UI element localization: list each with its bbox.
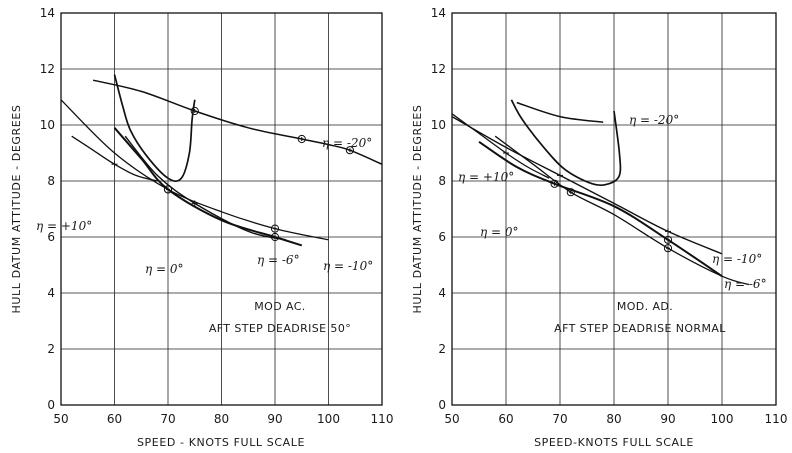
data-point-2-2-right (550, 179, 559, 188)
note-mod-ac: MOD AC. (254, 300, 305, 313)
data-point-4-2-right (566, 188, 575, 197)
data-point-3-2-left (191, 200, 198, 207)
x-tick-90-left: 90 (267, 412, 282, 426)
x-tick-70-right: 70 (552, 412, 567, 426)
y-tick-6-left: 6 (47, 230, 55, 244)
series-line-4-left (60, 99, 329, 241)
y-tick-14-right: 14 (431, 6, 446, 20)
y-ticks-left: 0 2 4 6 8 10 12 14 (40, 6, 55, 412)
y-tick-0-left: 0 (47, 398, 55, 412)
y-tick-2-left: 2 (47, 342, 55, 356)
y-tick-8-right: 8 (438, 174, 446, 188)
data-point-4-2-left (163, 185, 173, 194)
x-tick-100-left: 100 (317, 412, 340, 426)
x-ticks-left: 50 60 70 80 90 100 110 (53, 412, 393, 426)
note-mod-ad: MOD. AD. (617, 300, 673, 313)
label-eta-p10-left: η = +10° (36, 219, 92, 233)
label-eta-0-left: η = 0° (145, 262, 184, 276)
label-eta-m6-left: η = -6° (257, 253, 300, 267)
data-point-4-4-right (663, 244, 673, 253)
label-eta-p10-right: η = +10° (458, 170, 514, 184)
x-tick-90-right: 90 (660, 412, 675, 426)
x-tick-60-left: 60 (107, 412, 122, 426)
data-point-3-4-right (665, 228, 671, 235)
x-axis-label-left: SPEED - KNOTS FULL SCALE (137, 436, 305, 449)
note-deadrise-right: AFT STEP DEADRISE NORMAL (554, 322, 726, 335)
y-tick-10-right: 10 (431, 118, 446, 132)
markers-right (503, 150, 673, 253)
x-tick-100-right: 100 (711, 412, 734, 426)
y-tick-8-left: 8 (47, 174, 55, 188)
y-axis-label-right: HULL DATUM ATTITUDE - DEGREES (411, 105, 424, 314)
y-tick-10-left: 10 (40, 118, 55, 132)
label-eta-m6-right: η = -6° (724, 277, 767, 291)
data-point-0-4-left (297, 134, 306, 144)
x-tick-50-right: 50 (444, 412, 459, 426)
data-point-2-4-left (270, 232, 280, 242)
plot-frame-right (451, 12, 777, 406)
label-eta-m20-right: η = -20° (629, 113, 679, 127)
y-tick-2-right: 2 (438, 342, 446, 356)
note-deadrise-left: AFT STEP DEADRISE 50° (209, 322, 351, 335)
y-tick-12-right: 12 (431, 62, 446, 76)
x-ticks-right: 50 60 70 80 90 100 110 (444, 412, 787, 426)
panel-mod-ac: 0 2 4 6 8 10 12 14 50 60 70 80 90 100 110 HULL DATUM … (10, 6, 393, 449)
label-eta-m10-left: η = -10° (323, 259, 373, 273)
series-right (451, 99, 750, 286)
label-eta-m10-right: η = -10° (712, 252, 762, 266)
series-line-1-right (451, 113, 550, 179)
x-tick-60-right: 60 (498, 412, 513, 426)
data-point-3-2-right (557, 172, 563, 179)
x-tick-70-left: 70 (160, 412, 175, 426)
x-axis-label-right: SPEED-KNOTS FULL SCALE (534, 436, 694, 449)
series-line-4-right (494, 135, 750, 286)
data-point-0-6-left (345, 146, 354, 155)
y-tick-4-right: 4 (438, 286, 446, 300)
y-axis-label-left: HULL DATUM ATTITUDE - DEGREES (10, 105, 23, 314)
grid-right (452, 13, 776, 405)
y-ticks-right: 0 2 4 6 8 10 12 14 (431, 6, 446, 412)
data-point-1-2-left (111, 161, 118, 168)
y-tick-4-left: 4 (47, 286, 55, 300)
label-eta-m20-left: η = -20° (322, 136, 372, 150)
y-tick-12-left: 12 (40, 62, 55, 76)
boundary-curve-right (510, 99, 622, 187)
series-line-0-right (516, 101, 604, 123)
x-tick-110-right: 110 (765, 412, 788, 426)
label-eta-0-right: η = 0° (480, 225, 519, 239)
markers-left (111, 106, 354, 242)
series-line-0-left (92, 79, 383, 165)
data-point-4-4-left (270, 224, 280, 233)
plot-frame-left (60, 12, 383, 406)
x-tick-110-left: 110 (371, 412, 394, 426)
x-tick-50-left: 50 (53, 412, 68, 426)
y-tick-14-left: 14 (40, 6, 55, 20)
data-point-0-2-left (190, 106, 199, 116)
x-tick-80-right: 80 (606, 412, 621, 426)
x-tick-80-left: 80 (214, 412, 229, 426)
y-tick-0-right: 0 (438, 398, 446, 412)
boundary-curve-left (113, 74, 196, 183)
y-tick-6-right: 6 (438, 230, 446, 244)
series-line-3-right (451, 115, 723, 255)
grid-left (61, 13, 382, 405)
data-point-2-4-right (663, 235, 673, 244)
series-line-2-right (478, 140, 723, 278)
panel-mod-ad: 0 2 4 6 8 10 12 14 50 60 70 80 90 100 110 HULL DATUM … (411, 6, 787, 449)
data-point-1-2-right (503, 150, 509, 156)
